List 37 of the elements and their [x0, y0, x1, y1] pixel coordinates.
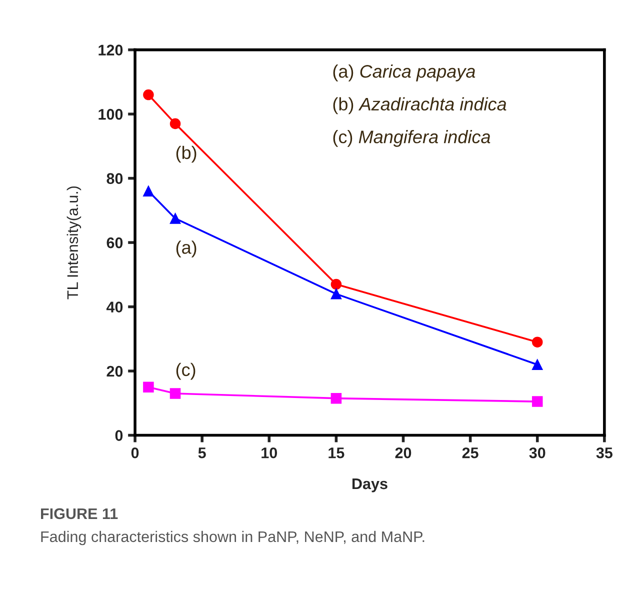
- x-tick-label: 15: [328, 448, 344, 458]
- annotation: (a) Carica papaya: [333, 64, 476, 82]
- y-tick-label: 0: [115, 430, 123, 441]
- x-tick-label: 0: [131, 447, 139, 458]
- x-tick-label: 20: [395, 447, 412, 458]
- text: Fading characteristics shown in PaNP, NeNP, and MaNP.: [41, 530, 424, 546]
- y-tick-label: 60: [106, 237, 123, 248]
- x-tick-label: 30: [529, 447, 546, 458]
- point: [170, 388, 181, 399]
- text: FIGURE 11: [41, 508, 118, 520]
- point: [330, 278, 342, 290]
- annotation: (b): [176, 146, 196, 163]
- x-tick-label: 5: [198, 448, 206, 458]
- point: [170, 118, 181, 130]
- annotation: (b) Azadirachta indica: [333, 97, 506, 114]
- x-tick-label: 25: [462, 447, 478, 458]
- point: [532, 396, 543, 407]
- x-tick-label: 10: [262, 447, 278, 458]
- point: [330, 288, 342, 300]
- point: [143, 186, 154, 197]
- y-tick-label: 20: [106, 366, 123, 377]
- x-axis-title: Days: [352, 478, 388, 492]
- point: [170, 213, 181, 224]
- annotation: (c) Mangifera indica: [333, 130, 490, 147]
- point: [532, 359, 543, 370]
- y-axis-title: TL Intensity(a.u.): [66, 186, 82, 300]
- x-tick-label: 35: [596, 447, 612, 458]
- point: [330, 392, 342, 404]
- y-tick-label: 80: [106, 173, 123, 184]
- point: [143, 89, 154, 100]
- annotation: (c): [176, 362, 196, 380]
- annotation: (a): [176, 240, 196, 258]
- y-tick-label: 40: [106, 302, 123, 312]
- y-tick-label: 100: [98, 108, 123, 120]
- point: [143, 382, 154, 392]
- y-tick-label: 120: [98, 44, 123, 56]
- point: [532, 336, 543, 348]
